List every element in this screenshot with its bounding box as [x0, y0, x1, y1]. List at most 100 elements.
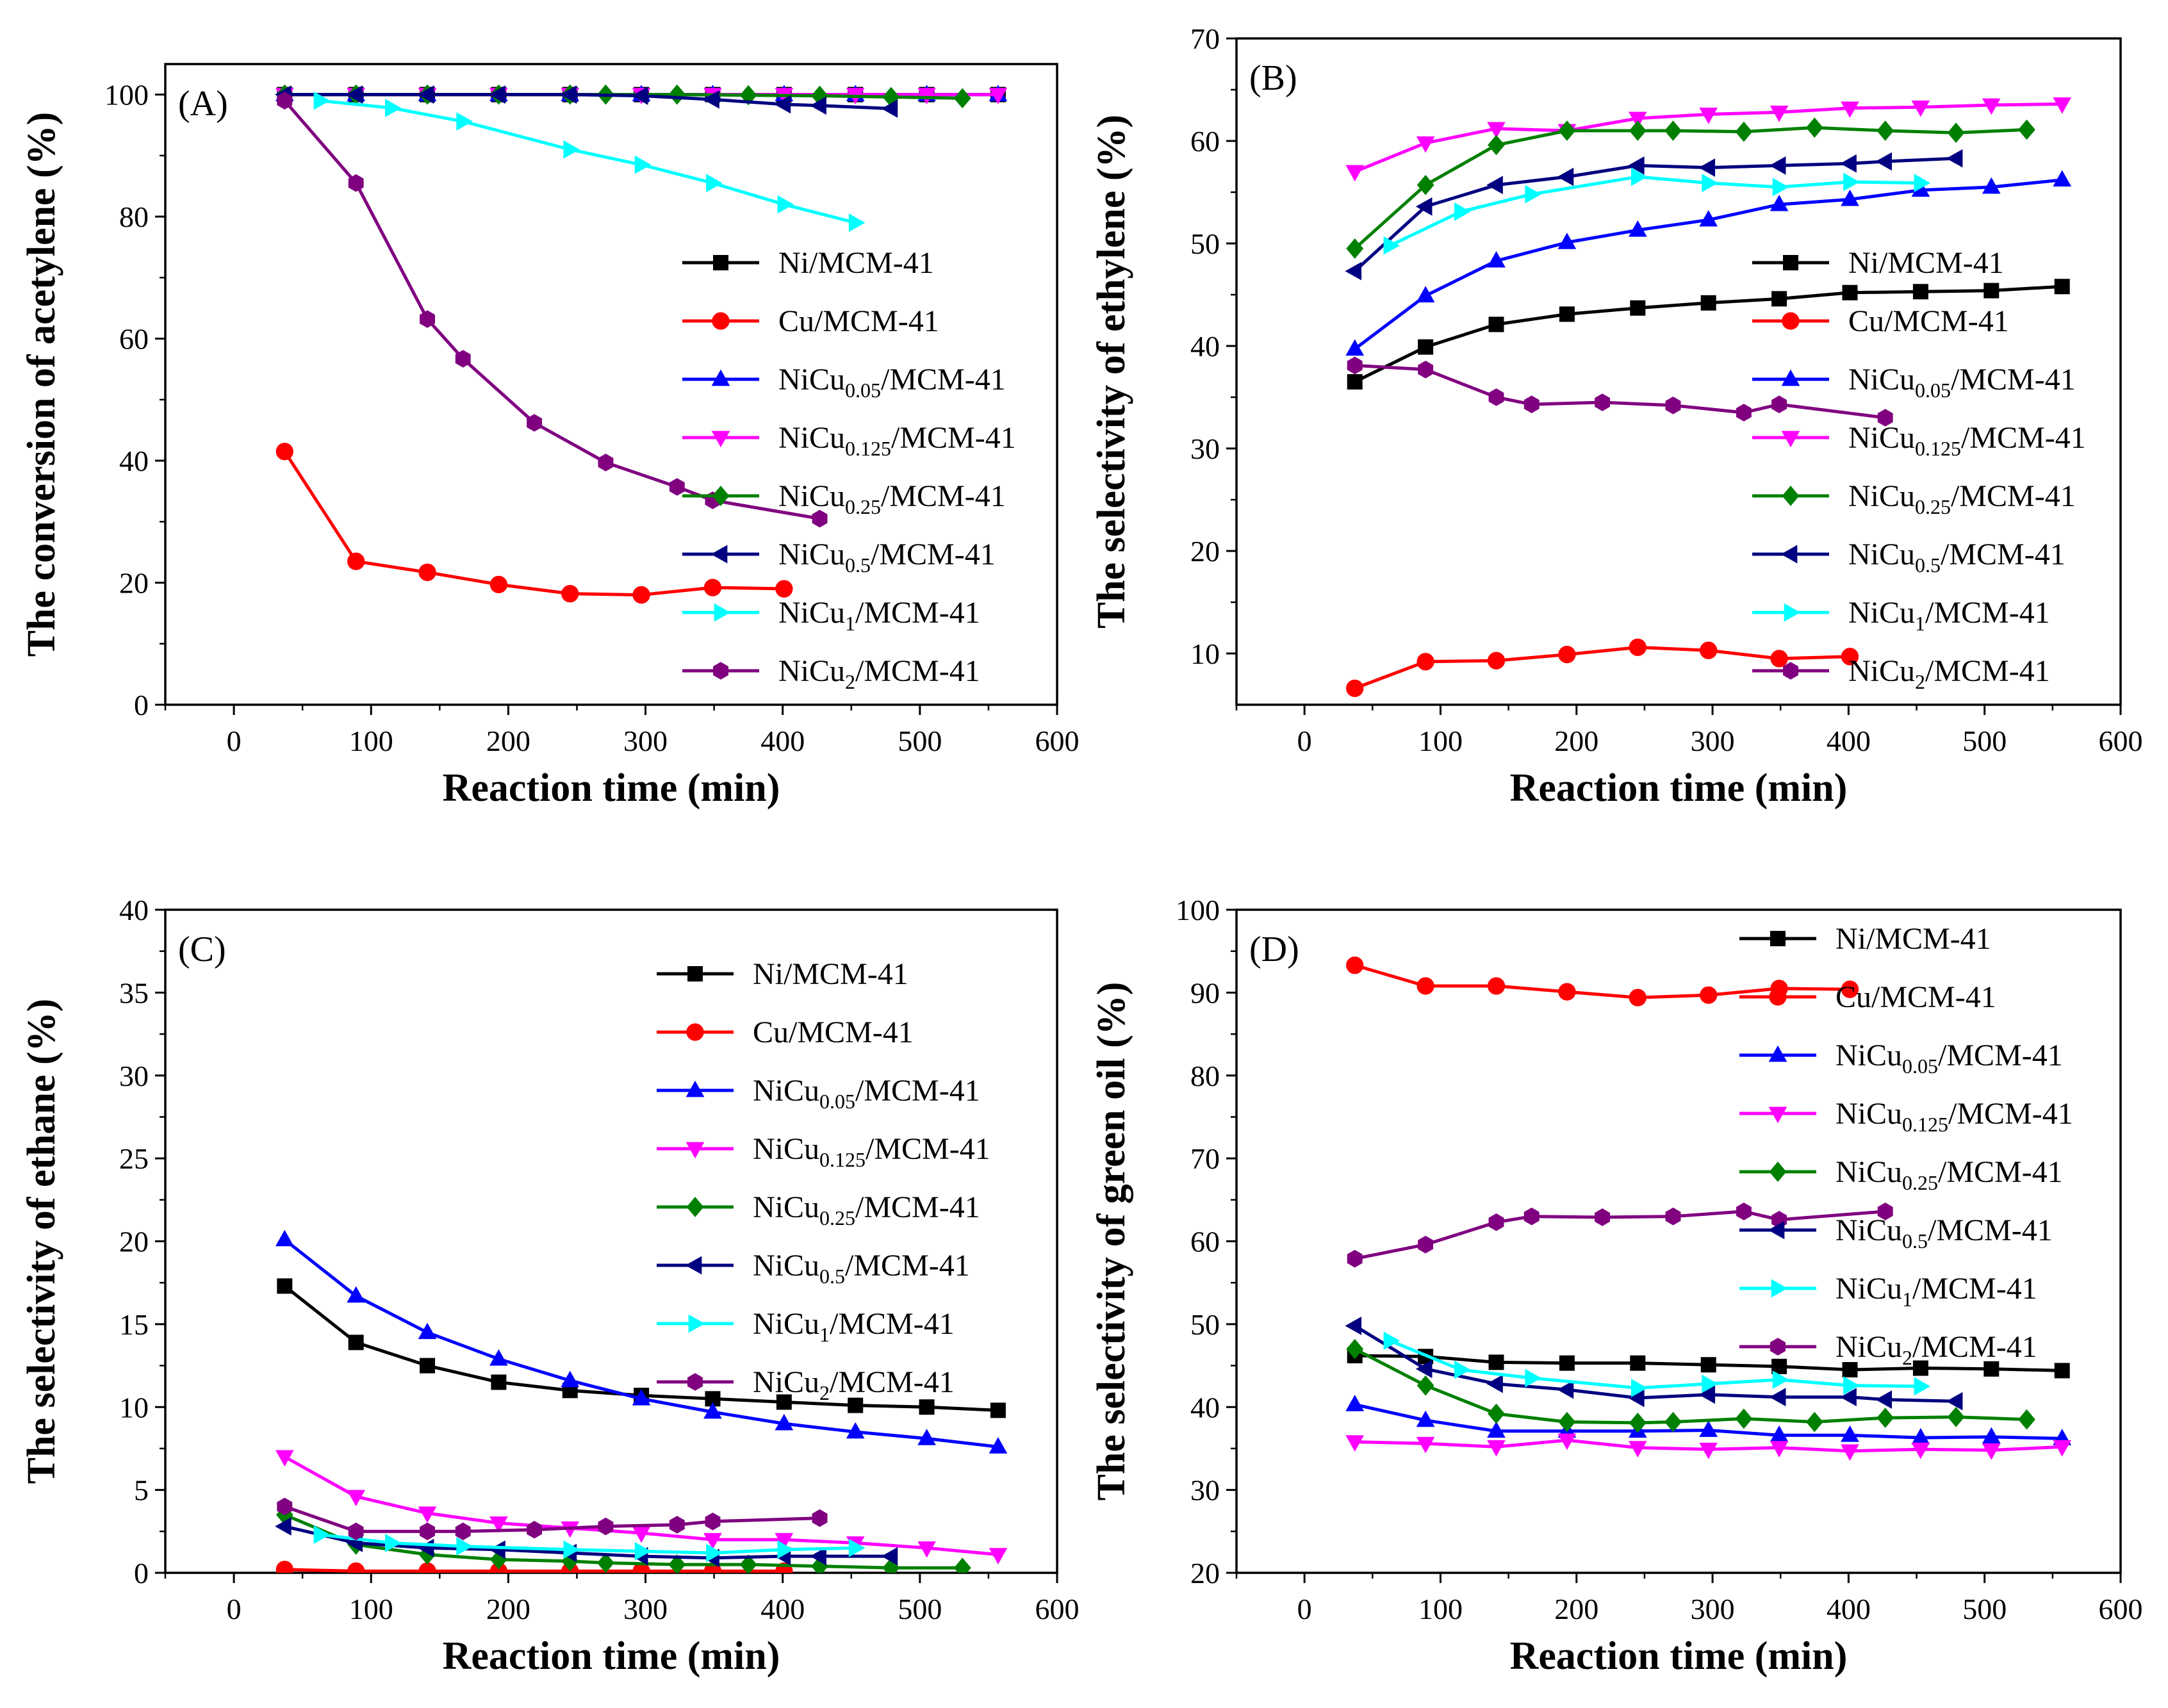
data-point — [812, 1509, 828, 1527]
legend-label: Ni/MCM-41 — [778, 246, 934, 280]
series-nicu1 — [1383, 167, 1931, 255]
data-point — [527, 414, 543, 432]
series-nicu1 — [1383, 1331, 1931, 1397]
data-point — [668, 1554, 686, 1573]
legend-marker — [688, 1314, 705, 1333]
legend-item: NiCu1/MCM-41 — [657, 1307, 955, 1346]
data-point — [455, 350, 471, 368]
x-tick-label: 600 — [1035, 1593, 1080, 1625]
y-tick-label: 0 — [134, 689, 149, 721]
legend-label: NiCu0.125/MCM-41 — [753, 1132, 990, 1171]
data-point — [881, 1547, 898, 1566]
data-point — [275, 443, 293, 461]
data-point — [489, 1516, 508, 1533]
legend-label: Cu/MCM-41 — [1848, 304, 2009, 338]
data-point — [455, 1522, 471, 1541]
data-point — [561, 585, 579, 603]
x-tick-label: 600 — [2099, 1593, 2143, 1625]
data-point — [1840, 1388, 1857, 1407]
data-point — [1840, 154, 1857, 173]
data-point — [881, 99, 898, 118]
data-point — [489, 575, 508, 594]
legend-marker — [1770, 931, 1786, 946]
legend: Ni/MCM-41 Cu/MCM-41 NiCu0.05/MCM-41 NiCu0.1… — [1752, 246, 2086, 693]
legend-item: NiCu0.05/MCM-41 — [1739, 1039, 2063, 1078]
data-point — [385, 1534, 402, 1552]
x-tick-label: 400 — [1827, 1593, 1871, 1625]
data-point — [777, 1540, 794, 1559]
data-point — [1702, 174, 1718, 192]
legend-item: Cu/MCM-41 — [1752, 304, 2009, 338]
data-point — [1877, 1203, 1893, 1220]
data-point — [1665, 1207, 1681, 1226]
data-point — [812, 509, 828, 528]
data-point — [1346, 957, 1364, 974]
data-point — [1488, 1213, 1504, 1231]
x-tick-label: 100 — [1418, 725, 1463, 757]
data-point — [1947, 1406, 1965, 1427]
x-axis-title: Reaction time (min) — [443, 1634, 780, 1678]
legend-label: NiCu0.5/MCM-41 — [1848, 538, 2065, 577]
data-point — [1841, 101, 1859, 119]
data-point — [277, 92, 293, 110]
series-nicu0-25 — [1346, 117, 2035, 259]
data-point — [705, 1512, 721, 1531]
data-point — [777, 195, 794, 214]
legend-marker — [1769, 1162, 1787, 1182]
data-point — [598, 454, 614, 472]
legend-item: Ni/MCM-41 — [1752, 246, 2004, 280]
x-axis-title: Reaction time (min) — [1510, 766, 1848, 810]
data-point — [1736, 404, 1752, 422]
data-point — [1843, 172, 1860, 192]
x-tick-label: 600 — [1035, 725, 1080, 757]
data-point — [1487, 122, 1506, 139]
data-point — [1345, 1317, 1362, 1335]
legend-item: NiCu2/MCM-41 — [682, 654, 980, 693]
legend-item: NiCu0.25/MCM-41 — [682, 479, 1006, 518]
x-tick-label: 200 — [486, 1593, 530, 1625]
data-point — [919, 1399, 935, 1415]
data-point — [1843, 1376, 1860, 1395]
legend-marker — [714, 603, 731, 622]
data-point — [882, 1557, 900, 1573]
panel-c: 0 100 200 300 400 500 600 0 5 10 15 20 25 30 35 40 React… — [20, 894, 1080, 1678]
legend-item: Ni/MCM-41 — [1739, 922, 1991, 956]
x-axis-title: Reaction time (min) — [1510, 1634, 1848, 1678]
data-point — [1417, 653, 1434, 671]
legend-item: NiCu0.05/MCM-41 — [1752, 363, 2076, 402]
data-point — [1630, 167, 1648, 186]
data-point — [1558, 120, 1576, 141]
data-point — [275, 1229, 294, 1247]
data-point — [1698, 158, 1716, 177]
legend-label: NiCu0.05/MCM-41 — [778, 363, 1006, 402]
y-tick-label: 100 — [104, 79, 149, 111]
series-cu-mcm-41 — [275, 443, 793, 604]
legend-marker — [686, 1023, 704, 1041]
data-point — [1735, 1408, 1753, 1429]
data-point — [1347, 1249, 1363, 1268]
data-point — [1417, 1375, 1434, 1396]
data-point — [598, 1517, 614, 1536]
data-point — [1841, 189, 1859, 206]
data-point — [1345, 1435, 1365, 1452]
y-tick-label: 90 — [1190, 976, 1220, 1009]
data-point — [418, 1322, 437, 1340]
data-point — [1347, 374, 1363, 390]
data-point — [1628, 111, 1647, 129]
data-point — [2053, 1440, 2072, 1457]
data-point — [917, 1541, 936, 1558]
data-point — [1559, 306, 1575, 322]
x-tick-label: 0 — [1297, 725, 1312, 757]
legend-label: NiCu0.25/MCM-41 — [778, 479, 1006, 518]
data-point — [632, 1562, 650, 1573]
legend-marker — [687, 966, 703, 981]
data-point — [1946, 149, 1963, 168]
series-nicu0-125 — [275, 1450, 1008, 1564]
data-point — [1736, 1203, 1752, 1220]
y-axis-title: The selectivity of ethane (%) — [20, 999, 63, 1484]
data-point — [1418, 1235, 1434, 1254]
series-nicu0-05 — [1345, 170, 2072, 356]
y-tick-label: 15 — [119, 1308, 149, 1341]
data-point — [1595, 1208, 1611, 1226]
y-axis-title: The conversion of acetylene (%) — [20, 112, 63, 657]
